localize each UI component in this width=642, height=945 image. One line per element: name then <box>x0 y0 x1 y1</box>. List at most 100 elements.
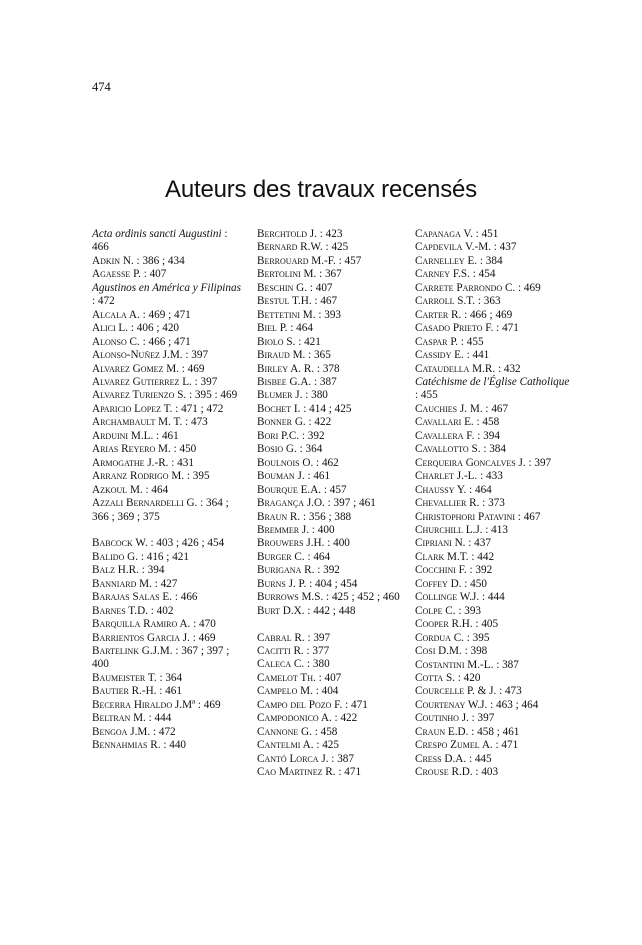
index-entry: Beltran M. : 444 <box>92 712 244 725</box>
author-name: Cordua C. <box>415 631 464 644</box>
page-references: : 444 <box>145 712 172 725</box>
author-name: Alonso C. <box>92 335 140 348</box>
author-name: Bourque E.A. <box>257 483 322 496</box>
index-entry: Birley A. R. : 378 <box>257 363 407 376</box>
index-entry: Bertolini M. : 367 <box>257 268 407 281</box>
index-entry: Courtenay W.J. : 463 ; 464 <box>415 699 571 712</box>
author-name: Cacitti R. <box>257 645 304 658</box>
author-name: Alvarez Gutierrez L. <box>92 375 192 388</box>
index-entry: Bettetini M. : 393 <box>257 309 407 322</box>
author-name: Courtenay W.J. <box>415 698 488 711</box>
index-entry: Cocchini F. : 392 <box>415 564 571 577</box>
author-name: Burt D.X. <box>257 604 305 617</box>
author-name: Camelot Th. <box>257 671 316 684</box>
page-references: : 403 ; 426 ; 454 <box>147 537 225 550</box>
index-entry: Capanaga V. : 451 <box>415 228 571 241</box>
author-name: Carter R. <box>415 308 462 321</box>
index-column-2: Berchtold J. : 423 Bernard R.W. : 425 Berr… <box>257 228 407 780</box>
author-name: Caleca C. <box>257 658 305 671</box>
index-entry: Becerra Hiraldo J.Mª : 469 <box>92 699 244 712</box>
index-entry: Boulnois O. : 462 <box>257 457 407 470</box>
page-references: : 464 <box>466 483 492 496</box>
index-entry: Campodonico A. : 422 <box>257 712 407 725</box>
index-entry: Carnelley E. : 384 <box>415 255 571 268</box>
page-references: : 398 <box>461 645 488 658</box>
page-references: : 392 <box>299 429 325 442</box>
author-name: Bisbee G.A. <box>257 375 312 388</box>
letter-section-gap <box>92 524 244 537</box>
page-references: : 471 <box>493 322 519 335</box>
index-entry: Caspar P. : 455 <box>415 336 571 349</box>
author-name: Crouse R.D. <box>415 766 473 779</box>
index-entry: Acta ordinis sancti Augustini : 466 <box>92 228 244 255</box>
page-references: : 441 <box>463 349 490 362</box>
author-name: Cataudella M.R. <box>415 362 496 375</box>
page-references: : 470 <box>190 618 216 631</box>
author-name: Boulnois O. <box>257 456 314 469</box>
page-references: : 364 <box>156 671 183 684</box>
author-name: Capanaga V. <box>415 228 473 240</box>
author-name: Bartelink G.J.M. <box>92 645 173 658</box>
author-name: Coffey D. <box>415 577 462 590</box>
index-entry: Carney F.S. : 454 <box>415 268 571 281</box>
index-entry: Bochet I. : 414 ; 425 <box>257 403 407 416</box>
work-title: Agustinos en América y Filipinas <box>92 281 241 294</box>
index-entry: Cacitti R. : 377 <box>257 645 407 658</box>
index-entry: Craun E.D. : 458 ; 461 <box>415 726 571 739</box>
author-name: Coutinho J. <box>415 712 469 725</box>
page-references: : 463 ; 464 <box>487 698 539 711</box>
index-entry: Courcelle P. & J. : 473 <box>415 685 571 698</box>
author-name: Cao Martinez R. <box>257 766 336 779</box>
author-name: Bonner G. <box>257 416 306 429</box>
page-references: : 407 <box>307 281 333 294</box>
page-references: : 387 <box>328 752 354 765</box>
index-entry: Berrouard M.-F. : 457 <box>257 255 407 268</box>
author-name: Casado Prieto F. <box>415 322 494 335</box>
page-references: : 464 <box>304 550 331 563</box>
page-references: : 450 <box>170 443 197 456</box>
index-entry: Catéchisme de l'Église Catholique : 455 <box>415 376 571 403</box>
page-references: : 420 <box>454 671 481 684</box>
author-name: Colpe C. <box>415 604 456 617</box>
page-references: : 384 <box>480 443 506 456</box>
page-references: : 469 <box>515 281 541 294</box>
index-entry: Cannone G. : 458 <box>257 726 407 739</box>
index-entry: Bestul T.H. : 467 <box>257 295 407 308</box>
index-entry: Azkoul M. : 464 <box>92 484 244 497</box>
index-entry: Barrientos Garcia J. : 469 <box>92 632 244 645</box>
page-references: : 471 <box>342 698 368 711</box>
page-references: : 422 <box>305 416 332 429</box>
index-entry: Carter R. : 466 ; 469 <box>415 309 571 322</box>
page-references: : 461 <box>153 429 179 442</box>
author-name: Cavallera F. <box>415 429 475 442</box>
author-name: Agaesse P. <box>92 268 141 281</box>
index-entry: Bennahmias R. : 440 <box>92 739 244 752</box>
page-references: : 393 <box>315 308 342 321</box>
index-entry: Bragança J.O. : 397 ; 461 <box>257 497 407 510</box>
author-name: Cress D.A. <box>415 752 467 765</box>
author-name: Bochet I. <box>257 402 301 415</box>
author-name: Caspar P. <box>415 335 459 348</box>
page-references: : 364 ; 366 ; 369 ; 375 <box>92 497 229 523</box>
author-name: Bestul T.H. <box>257 295 312 308</box>
page-references: : 422 <box>331 712 358 725</box>
author-name: Bautier R.-H. <box>92 685 157 698</box>
index-entry: Alvarez Gutierrez L. : 397 <box>92 376 244 389</box>
page-references: : 451 <box>472 228 499 240</box>
author-name: Cipriani N. <box>415 537 466 550</box>
index-entry: Arias Reyero M. : 450 <box>92 443 244 456</box>
index-entry: Armogathe J.-R. : 431 <box>92 457 244 470</box>
author-name: Braun R. <box>257 510 301 523</box>
index-entry: Bouman J. : 461 <box>257 470 407 483</box>
author-name: Christophori Patavini <box>415 510 515 523</box>
index-entry: Cavallotto S. : 384 <box>415 443 571 456</box>
page-references: : 467 <box>311 295 338 308</box>
page-references: : 455 <box>415 389 438 402</box>
author-name: Courcelle P. & J. <box>415 685 497 698</box>
page-references: : 431 <box>168 456 194 469</box>
index-entry: Aparicio Lopez T. : 471 ; 472 <box>92 403 244 416</box>
index-entry: Cataudella M.R. : 432 <box>415 363 571 376</box>
author-name: Churchill L.J. <box>415 523 483 536</box>
page-references: : 469 <box>195 698 221 711</box>
page-references: : 466 <box>172 591 198 604</box>
